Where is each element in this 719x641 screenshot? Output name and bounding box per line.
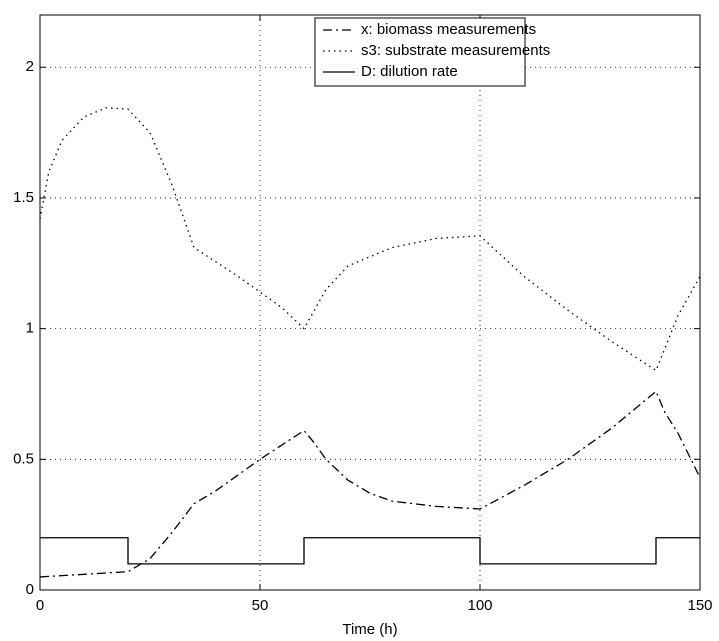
series-line xyxy=(40,537,700,565)
y-tick-label: 0 xyxy=(26,581,34,598)
y-tick-label: 1 xyxy=(26,320,34,337)
y-tick-label: 2 xyxy=(26,58,34,75)
y-tick-label: 1.5 xyxy=(13,189,34,206)
legend-label: s3: substrate measurements xyxy=(361,42,550,59)
series-line xyxy=(39,390,701,578)
plot-frame xyxy=(39,14,701,591)
y-tick-label: 0.5 xyxy=(13,450,34,467)
series-line xyxy=(39,107,701,372)
x-tick-label: 100 xyxy=(467,597,492,614)
legend-label: x: biomass measurements xyxy=(361,21,536,38)
legend-box xyxy=(314,17,526,87)
legend-label: D: dilution rate xyxy=(361,63,458,80)
x-axis-label: Time (h) xyxy=(342,621,397,638)
x-tick-label: 0 xyxy=(36,597,44,614)
x-tick-label: 50 xyxy=(252,597,269,614)
x-tick-label: 150 xyxy=(687,597,712,614)
